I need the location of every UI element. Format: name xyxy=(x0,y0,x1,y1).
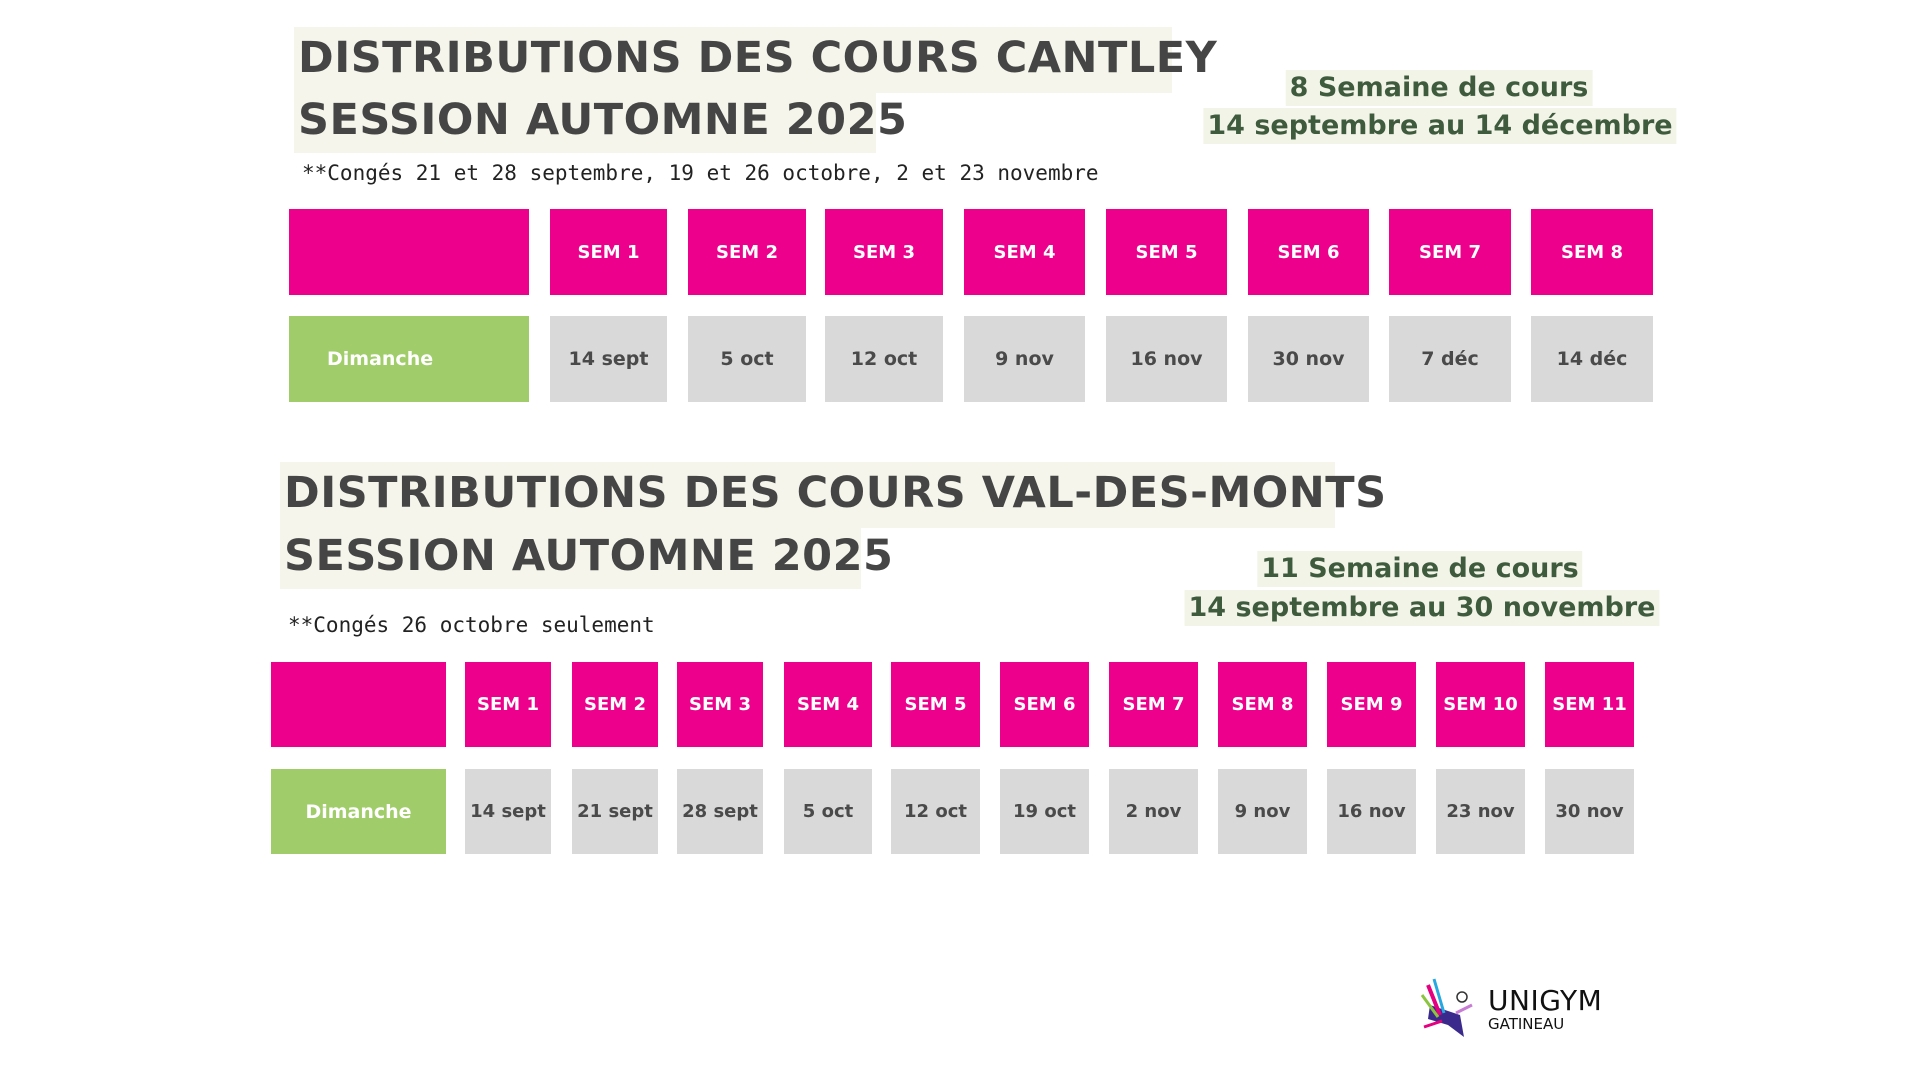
date-cell: 14 sept xyxy=(465,769,551,854)
date-cell: 28 sept xyxy=(677,769,763,854)
date-cell: 19 oct xyxy=(1000,769,1089,854)
title-highlight xyxy=(294,27,1172,93)
week-header-cell: SEM 8 xyxy=(1531,209,1653,295)
week-header-cell: SEM 5 xyxy=(891,662,980,747)
week-header-cell: SEM 4 xyxy=(964,209,1085,295)
date-cell: 16 nov xyxy=(1327,769,1416,854)
day-label-cell: Dimanche xyxy=(289,316,529,402)
header-corner-cell xyxy=(271,662,446,747)
week-header-cell: SEM 6 xyxy=(1000,662,1089,747)
date-cell: 30 nov xyxy=(1545,769,1634,854)
date-cell: 12 oct xyxy=(891,769,980,854)
date-cell: 5 oct xyxy=(784,769,872,854)
cantley-weeks-count: 8 Semaine de cours xyxy=(1285,70,1593,107)
logo-sub: GATINEAU xyxy=(1488,1015,1565,1033)
week-header-cell: SEM 8 xyxy=(1218,662,1307,747)
logo-name: UNIGYM xyxy=(1488,984,1603,1017)
week-header-cell: SEM 7 xyxy=(1109,662,1198,747)
cantley-subtitle: SESSION AUTOMNE 2025 xyxy=(298,95,908,145)
date-cell: 16 nov xyxy=(1106,316,1227,402)
date-cell: 9 nov xyxy=(964,316,1085,402)
date-cell: 7 déc xyxy=(1389,316,1511,402)
week-header-cell: SEM 11 xyxy=(1545,662,1634,747)
week-header-cell: SEM 9 xyxy=(1327,662,1416,747)
unigym-logo: UNIGYM GATINEAU xyxy=(1420,975,1610,1041)
week-header-cell: SEM 6 xyxy=(1248,209,1369,295)
cantley-title: DISTRIBUTIONS DES COURS CANTLEY xyxy=(298,33,1218,83)
week-header-cell: SEM 2 xyxy=(572,662,658,747)
gymnast-logo-icon xyxy=(1420,978,1473,1037)
week-header-cell: SEM 7 xyxy=(1389,209,1511,295)
week-header-cell: SEM 10 xyxy=(1436,662,1525,747)
date-cell: 14 déc xyxy=(1531,316,1653,402)
date-cell: 21 sept xyxy=(572,769,658,854)
week-header-cell: SEM 4 xyxy=(784,662,872,747)
date-cell: 5 oct xyxy=(688,316,806,402)
cantley-date-range: 14 septembre au 14 décembre xyxy=(1203,108,1677,145)
title-highlight xyxy=(294,92,876,153)
day-label-cell: Dimanche xyxy=(271,769,446,854)
date-cell: 2 nov xyxy=(1109,769,1198,854)
title-highlight xyxy=(280,527,861,589)
date-cell: 14 sept xyxy=(550,316,667,402)
date-cell: 9 nov xyxy=(1218,769,1307,854)
week-header-cell: SEM 3 xyxy=(825,209,943,295)
vdm-subtitle: SESSION AUTOMNE 2025 xyxy=(284,531,894,581)
week-header-cell: SEM 2 xyxy=(688,209,806,295)
vdm-title: DISTRIBUTIONS DES COURS VAL-DES-MONTS xyxy=(284,468,1387,518)
week-header-cell: SEM 1 xyxy=(550,209,667,295)
week-header-cell: SEM 3 xyxy=(677,662,763,747)
week-header-cell: SEM 1 xyxy=(465,662,551,747)
title-highlight xyxy=(280,462,1335,528)
week-header-cell: SEM 5 xyxy=(1106,209,1227,295)
vdm-weeks-count: 11 Semaine de cours xyxy=(1257,551,1583,588)
date-cell: 30 nov xyxy=(1248,316,1369,402)
vdm-holidays-note: **Congés 26 octobre seulement xyxy=(288,613,655,637)
date-cell: 12 oct xyxy=(825,316,943,402)
header-corner-cell xyxy=(289,209,529,295)
date-cell: 23 nov xyxy=(1436,769,1525,854)
cantley-holidays-note: **Congés 21 et 28 septembre, 19 et 26 oc… xyxy=(302,161,1099,185)
vdm-date-range: 14 septembre au 30 novembre xyxy=(1184,590,1660,627)
